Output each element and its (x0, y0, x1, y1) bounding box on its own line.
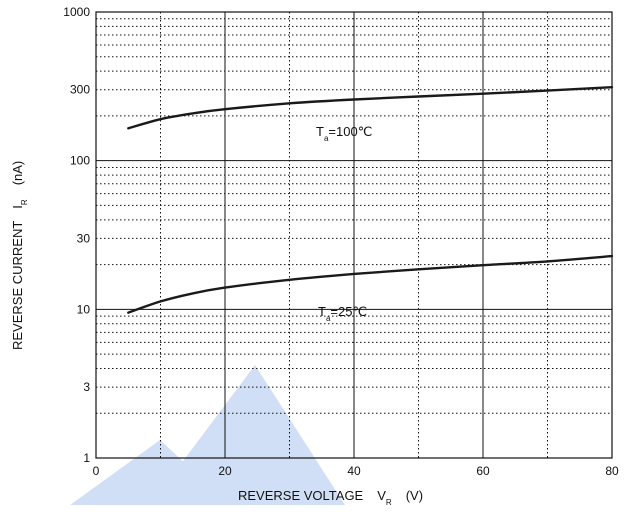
x-axis-title: REVERSE VOLTAGE VR (V) (238, 488, 423, 507)
watermark-logo (70, 365, 345, 505)
plot-grid (96, 12, 612, 458)
x-tick-label: 40 (347, 464, 361, 478)
y-tick-label: 1000 (63, 5, 90, 19)
series-line-1 (127, 254, 614, 314)
series-line-0 (127, 86, 614, 130)
x-tick-label: 20 (218, 464, 232, 478)
x-tick-label: 80 (605, 464, 619, 478)
y-tick-label: 30 (77, 231, 91, 245)
plot-frame (95, 11, 613, 459)
y-tick-label: 100 (70, 154, 90, 168)
x-tick-label: 0 (93, 464, 100, 478)
y-tick-label: 3 (83, 380, 90, 394)
x-tick-labels: 0 20 40 60 80 (93, 464, 619, 478)
y-tick-label: 1 (83, 451, 90, 465)
y-axis-title: REVERSE CURRENTIR(nA) (10, 161, 29, 350)
y-tick-label: 300 (70, 83, 90, 97)
y-tick-label: 10 (77, 302, 91, 316)
annotation-100c: Ta=100℃ (316, 124, 372, 143)
x-tick-label: 60 (476, 464, 490, 478)
series-group (127, 86, 614, 314)
y-tick-labels: 1 3 10 30 100 300 1000 (63, 5, 90, 465)
annotation-25c: Ta=25℃ (318, 304, 367, 323)
